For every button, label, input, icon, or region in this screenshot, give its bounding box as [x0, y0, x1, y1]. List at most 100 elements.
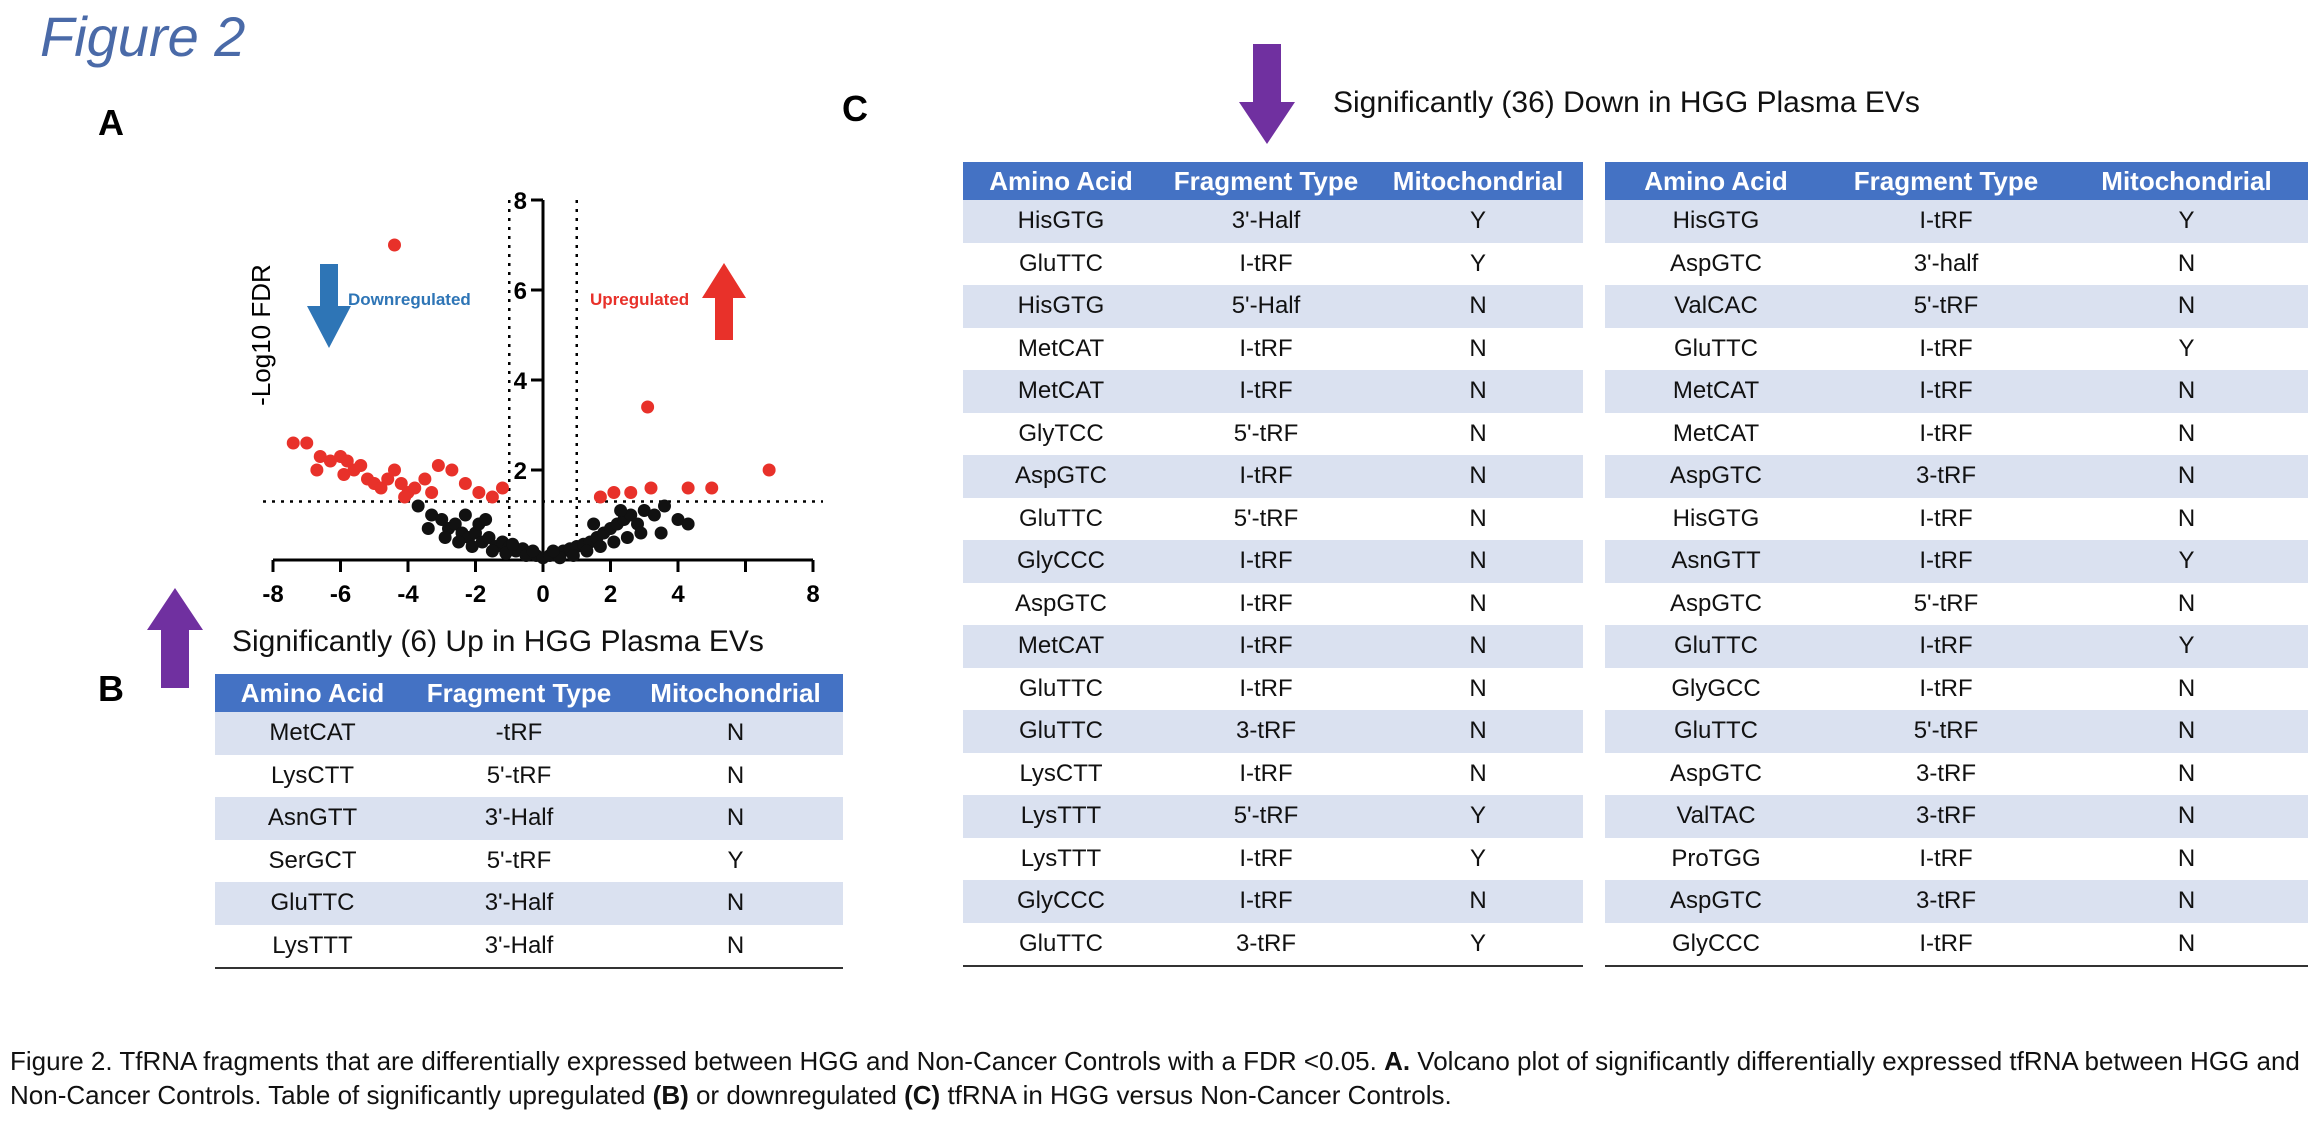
cell-amino-acid: GlyCCC — [963, 880, 1159, 923]
cell-fragment-type: -tRF — [410, 712, 628, 755]
table-row: LysTTT I-tRF Y — [963, 837, 1583, 880]
cell-fragment-type: 3'-half — [1827, 242, 2065, 285]
significant-point — [408, 481, 422, 495]
cell-fragment-type: 5'-Half — [1159, 285, 1373, 328]
nonsignificant-point — [479, 513, 493, 526]
cell-fragment-type: I-tRF — [1827, 667, 2065, 710]
cell-amino-acid: GlyCCC — [1605, 922, 1827, 967]
y-tick-label: 4 — [514, 368, 528, 395]
significant-point — [388, 238, 401, 252]
cell-amino-acid: MetCAT — [963, 370, 1159, 413]
cell-fragment-type: 3'-Half — [1159, 200, 1373, 243]
cell-mitochondrial: N — [1373, 582, 1583, 625]
cell-fragment-type: 5'-tRF — [410, 754, 628, 797]
cell-amino-acid: AspGTC — [963, 582, 1159, 625]
cell-amino-acid: GluTTC — [963, 497, 1159, 540]
cell-mitochondrial: Y — [1373, 837, 1583, 880]
cell-amino-acid: GlyCCC — [963, 540, 1159, 583]
table-row: MetCAT I-tRF N — [963, 625, 1583, 668]
table-row: AspGTC 3-tRF N — [1605, 752, 2308, 795]
nonsignificant-point — [499, 546, 513, 560]
y-tick-label: 8 — [514, 188, 527, 215]
cell-fragment-type: 3-tRF — [1827, 455, 2065, 498]
cell-mitochondrial: N — [1373, 370, 1583, 413]
table-row: ValTAC 3-tRF N — [1605, 795, 2308, 838]
cell-mitochondrial: N — [2065, 370, 2308, 413]
table-row: GluTTC 5'-tRF N — [963, 497, 1583, 540]
cell-amino-acid: GluTTC — [963, 242, 1159, 285]
cell-mitochondrial: N — [1373, 710, 1583, 753]
table-row: ProTGG I-tRF N — [1605, 837, 2308, 880]
cell-mitochondrial: Y — [2065, 540, 2308, 583]
panel-label-c: C — [842, 88, 868, 129]
caption-text-4: tfRNA in HGG versus Non-Cancer Controls. — [940, 1080, 1452, 1110]
header-fragment-type: Fragment Type — [410, 674, 628, 712]
y-tick-label: 6 — [514, 278, 527, 305]
table-row: LysTTT 5'-tRF Y — [963, 795, 1583, 838]
cell-fragment-type: I-tRF — [1827, 625, 2065, 668]
cell-mitochondrial: N — [1373, 540, 1583, 583]
header-fragment-type: Fragment Type — [1159, 162, 1373, 200]
significant-point — [394, 477, 408, 490]
caption-text-2: Volcano plot of significantly differenti… — [10, 1046, 2300, 1110]
cell-mitochondrial: Y — [1373, 200, 1583, 243]
table-row: MetCAT I-tRF N — [963, 327, 1583, 370]
table-downregulated-part1: Amino Acid Fragment Type Mitochondrial H… — [963, 162, 1583, 967]
cell-mitochondrial: N — [1373, 667, 1583, 710]
significant-point — [445, 463, 459, 477]
cell-fragment-type: I-tRF — [1159, 242, 1373, 285]
cell-amino-acid: AsnGTT — [215, 797, 410, 840]
cell-fragment-type: I-tRF — [1159, 327, 1373, 370]
nonsignificant-point — [526, 544, 540, 558]
significant-point — [705, 481, 719, 495]
cell-fragment-type: I-tRF — [1827, 370, 2065, 413]
upregulated-label: Upregulated — [590, 290, 689, 309]
cell-fragment-type: I-tRF — [1827, 412, 2065, 455]
x-tick-label: 0 — [536, 581, 549, 608]
cell-mitochondrial: N — [628, 797, 843, 840]
cell-amino-acid: ValCAC — [1605, 285, 1827, 328]
nonsignificant-point — [566, 549, 580, 562]
cell-mitochondrial: N — [2065, 922, 2308, 967]
table-row: GlyCCC I-tRF N — [1605, 922, 2308, 967]
cell-amino-acid: GluTTC — [963, 710, 1159, 753]
cell-fragment-type: I-tRF — [1159, 582, 1373, 625]
cell-amino-acid: LysCTT — [963, 752, 1159, 795]
header-amino-acid: Amino Acid — [963, 162, 1159, 200]
table-row: GluTTC I-tRF Y — [1605, 327, 2308, 370]
cell-fragment-type: I-tRF — [1159, 625, 1373, 668]
cell-mitochondrial: N — [1373, 455, 1583, 498]
cell-mitochondrial: N — [2065, 667, 2308, 710]
cell-fragment-type: I-tRF — [1159, 455, 1373, 498]
table-row: GluTTC I-tRF Y — [963, 242, 1583, 285]
header-mitochondrial: Mitochondrial — [2065, 162, 2308, 200]
cell-amino-acid: MetCAT — [963, 327, 1159, 370]
table-upregulated: Amino Acid Fragment Type Mitochondrial M… — [215, 674, 843, 969]
cell-mitochondrial: N — [628, 754, 843, 797]
header-fragment-type: Fragment Type — [1827, 162, 2065, 200]
nonsignificant-point — [614, 504, 628, 517]
table-row: AspGTC I-tRF N — [963, 455, 1583, 498]
cell-fragment-type: 3-tRF — [1827, 880, 2065, 923]
cell-amino-acid: MetCAT — [963, 625, 1159, 668]
cell-amino-acid: MetCAT — [1605, 370, 1827, 413]
cell-mitochondrial: N — [2065, 837, 2308, 880]
nonsignificant-point — [448, 517, 462, 531]
nonsignificant-point — [647, 508, 661, 522]
significant-point — [310, 463, 324, 477]
cell-mitochondrial: N — [628, 924, 843, 969]
nonsignificant-point — [681, 517, 695, 531]
cell-mitochondrial: Y — [2065, 327, 2308, 370]
cell-amino-acid: GluTTC — [1605, 710, 1827, 753]
caption-label-a: A. — [1384, 1046, 1411, 1076]
significant-point — [624, 486, 638, 499]
nonsignificant-point — [654, 526, 668, 540]
cell-amino-acid: HisGTG — [1605, 200, 1827, 243]
nonsignificant-point — [458, 508, 472, 522]
cell-amino-acid: AspGTC — [1605, 880, 1827, 923]
cell-amino-acid: ProTGG — [1605, 837, 1827, 880]
nonsignificant-point — [425, 508, 439, 522]
table-row: AspGTC 3-tRF N — [1605, 880, 2308, 923]
cell-amino-acid: GlyGCC — [1605, 667, 1827, 710]
x-tick-label: -6 — [330, 581, 351, 608]
